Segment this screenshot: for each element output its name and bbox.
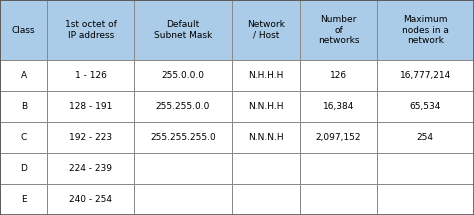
Text: N.N.H.H: N.N.H.H (248, 102, 284, 111)
Text: Maximum
nodes in a
network: Maximum nodes in a network (402, 15, 449, 45)
FancyBboxPatch shape (134, 60, 232, 91)
Text: 1st octet of
IP address: 1st octet of IP address (65, 20, 117, 40)
Text: 192 - 223: 192 - 223 (69, 133, 112, 142)
FancyBboxPatch shape (0, 184, 47, 215)
FancyBboxPatch shape (376, 60, 474, 91)
Text: 240 - 254: 240 - 254 (69, 195, 112, 204)
FancyBboxPatch shape (300, 122, 376, 153)
FancyBboxPatch shape (232, 60, 300, 91)
Text: 16,777,214: 16,777,214 (400, 71, 451, 80)
FancyBboxPatch shape (300, 60, 376, 91)
Text: Network
/ Host: Network / Host (247, 20, 285, 40)
FancyBboxPatch shape (47, 91, 134, 122)
FancyBboxPatch shape (134, 0, 232, 60)
Text: 2,097,152: 2,097,152 (316, 133, 361, 142)
FancyBboxPatch shape (47, 0, 134, 60)
FancyBboxPatch shape (376, 0, 474, 60)
Text: 65,534: 65,534 (410, 102, 441, 111)
Text: 128 - 191: 128 - 191 (69, 102, 112, 111)
Text: 224 - 239: 224 - 239 (69, 164, 112, 173)
FancyBboxPatch shape (47, 122, 134, 153)
Text: 16,384: 16,384 (323, 102, 354, 111)
Text: B: B (21, 102, 27, 111)
FancyBboxPatch shape (376, 91, 474, 122)
FancyBboxPatch shape (376, 184, 474, 215)
Text: 254: 254 (417, 133, 434, 142)
Text: A: A (21, 71, 27, 80)
FancyBboxPatch shape (300, 153, 376, 184)
FancyBboxPatch shape (0, 153, 47, 184)
Text: C: C (20, 133, 27, 142)
FancyBboxPatch shape (232, 91, 300, 122)
Text: 1 - 126: 1 - 126 (75, 71, 107, 80)
FancyBboxPatch shape (232, 184, 300, 215)
FancyBboxPatch shape (376, 122, 474, 153)
FancyBboxPatch shape (300, 91, 376, 122)
FancyBboxPatch shape (47, 153, 134, 184)
FancyBboxPatch shape (0, 60, 47, 91)
FancyBboxPatch shape (0, 91, 47, 122)
FancyBboxPatch shape (232, 153, 300, 184)
Text: 255.255.255.0: 255.255.255.0 (150, 133, 216, 142)
FancyBboxPatch shape (47, 184, 134, 215)
Text: N.N.N.H: N.N.N.H (248, 133, 284, 142)
FancyBboxPatch shape (134, 184, 232, 215)
Text: N.H.H.H: N.H.H.H (248, 71, 283, 80)
FancyBboxPatch shape (134, 153, 232, 184)
Text: Class: Class (12, 26, 36, 35)
FancyBboxPatch shape (0, 122, 47, 153)
Text: 255.0.0.0: 255.0.0.0 (162, 71, 204, 80)
FancyBboxPatch shape (232, 0, 300, 60)
FancyBboxPatch shape (300, 184, 376, 215)
FancyBboxPatch shape (232, 122, 300, 153)
Text: D: D (20, 164, 27, 173)
Text: Number
of
networks: Number of networks (318, 15, 359, 45)
FancyBboxPatch shape (134, 122, 232, 153)
Text: E: E (21, 195, 27, 204)
FancyBboxPatch shape (0, 0, 47, 60)
Text: 126: 126 (330, 71, 347, 80)
Text: Default
Subnet Mask: Default Subnet Mask (154, 20, 212, 40)
FancyBboxPatch shape (300, 0, 376, 60)
FancyBboxPatch shape (376, 153, 474, 184)
FancyBboxPatch shape (47, 60, 134, 91)
FancyBboxPatch shape (134, 91, 232, 122)
Text: 255.255.0.0: 255.255.0.0 (156, 102, 210, 111)
